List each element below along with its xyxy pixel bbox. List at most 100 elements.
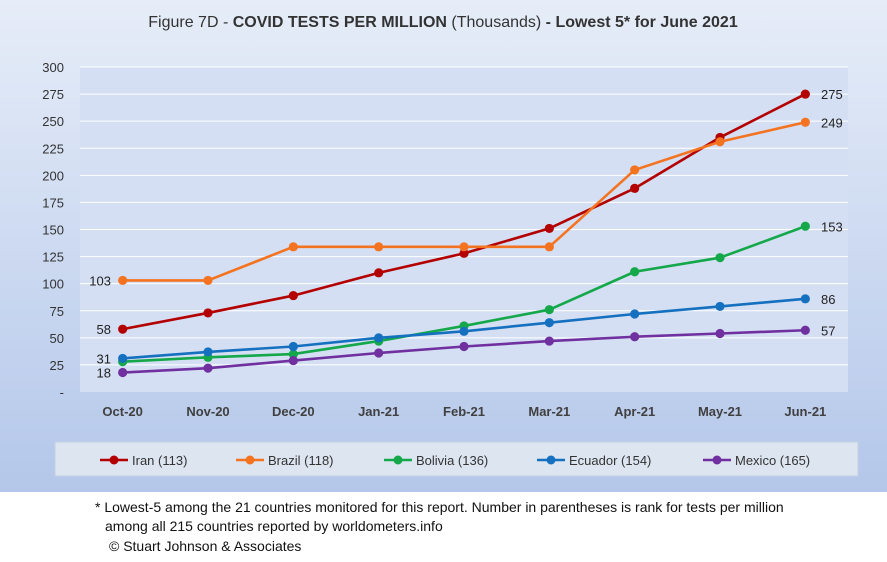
series-lines xyxy=(118,89,810,378)
data-point xyxy=(288,242,298,252)
start-value-label: 31 xyxy=(97,351,111,366)
y-tick-label: 250 xyxy=(42,114,64,129)
legend-entry: Bolivia (136) xyxy=(384,453,488,468)
data-point xyxy=(374,348,384,358)
end-value-label: 275 xyxy=(821,87,843,102)
chart-title: Figure 7D - COVID TESTS PER MILLION (Tho… xyxy=(148,14,738,31)
data-point xyxy=(800,325,810,335)
y-tick-label: 300 xyxy=(42,60,64,75)
x-tick-label: Dec-20 xyxy=(272,404,315,419)
data-point xyxy=(288,290,298,301)
legend-label: Ecuador (154) xyxy=(569,453,651,468)
data-point xyxy=(459,326,469,336)
end-value-label: 86 xyxy=(821,292,835,307)
data-point xyxy=(630,183,640,193)
data-point xyxy=(715,328,725,339)
legend-swatch-marker xyxy=(393,455,403,465)
data-point xyxy=(715,137,725,147)
data-point xyxy=(800,117,810,127)
x-tick-label: Oct-20 xyxy=(102,404,142,419)
series-brazil xyxy=(118,117,810,286)
data-point xyxy=(630,165,640,175)
legend-swatch-marker xyxy=(245,455,255,465)
data-point xyxy=(288,349,298,359)
legend-swatch-marker xyxy=(712,455,722,465)
start-value-label: 103 xyxy=(89,273,111,288)
data-point xyxy=(118,353,128,364)
data-point xyxy=(800,221,810,231)
end-value-label: 153 xyxy=(821,219,843,234)
y-tick-label: - xyxy=(60,385,64,400)
y-tick-label: 25 xyxy=(50,358,64,373)
legend: Iran (113) Brazil (118) Bolivia (136) Ecuad… xyxy=(100,453,810,468)
data-point xyxy=(800,294,810,304)
data-point xyxy=(374,333,384,343)
y-tick-label: 125 xyxy=(42,250,64,265)
data-point xyxy=(288,341,298,352)
footnote: * Lowest-5 among the 21 countries monito… xyxy=(0,492,887,562)
y-tick-label: 225 xyxy=(42,141,64,156)
y-tick-label: 100 xyxy=(42,277,64,292)
data-point xyxy=(544,242,554,252)
footnote-line-1: * Lowest-5 among the 21 countries monito… xyxy=(95,499,784,515)
x-tick-label: Jun-21 xyxy=(784,404,826,419)
x-tick-label: Jan-21 xyxy=(358,404,399,419)
x-tick-label: May-21 xyxy=(698,404,742,419)
data-point xyxy=(459,341,469,352)
data-point xyxy=(544,336,554,346)
legend-swatch-marker xyxy=(109,455,119,465)
legend-entry: Ecuador (154) xyxy=(537,453,651,468)
data-point xyxy=(374,242,384,252)
legend-label: Brazil (118) xyxy=(268,453,334,468)
legend-entry: Mexico (165) xyxy=(703,453,810,468)
line-chart: Figure 7D - COVID TESTS PER MILLION (Tho… xyxy=(0,0,887,492)
start-value-label: 18 xyxy=(97,366,111,381)
footnote-line-2: among all 215 countries reported by worl… xyxy=(105,518,443,534)
title-main: COVID TESTS PER MILLION xyxy=(233,14,447,31)
title-unit: (Thousands) xyxy=(447,14,541,31)
data-point xyxy=(459,242,469,252)
data-point xyxy=(544,318,554,328)
title-suffix: - Lowest 5* for June 2021 xyxy=(541,14,738,31)
y-tick-label: 150 xyxy=(42,223,64,238)
series-mexico xyxy=(118,325,810,378)
data-point xyxy=(118,324,128,334)
data-point xyxy=(118,367,128,378)
data-labels: 58 275 103 249 153 31 86 18 57 xyxy=(89,87,842,380)
footnote-line-3: © Stuart Johnson & Associates xyxy=(109,538,302,554)
data-point xyxy=(800,89,810,99)
x-tick-label: Mar-21 xyxy=(528,404,570,419)
legend-label: Mexico (165) xyxy=(735,453,810,468)
data-point xyxy=(459,248,469,258)
start-value-label: 58 xyxy=(97,322,111,337)
x-tick-label: Apr-21 xyxy=(614,404,655,419)
series-ecuador xyxy=(118,294,810,364)
y-tick-label: 50 xyxy=(50,331,64,346)
y-axis: 300 275 250 225 200 175 150 125 100 75 50 25 - xyxy=(42,60,64,400)
data-point xyxy=(630,332,640,342)
data-point xyxy=(374,268,384,278)
title-prefix: Figure 7D - xyxy=(148,14,232,31)
data-point xyxy=(715,301,725,312)
legend-label: Iran (113) xyxy=(132,453,187,468)
data-point xyxy=(203,347,213,357)
legend-swatch-marker xyxy=(546,455,556,465)
y-tick-label: 200 xyxy=(42,168,64,183)
legend-entry: Brazil (118) xyxy=(236,453,334,468)
y-tick-label: 75 xyxy=(50,304,64,319)
data-point xyxy=(630,267,640,277)
x-tick-label: Feb-21 xyxy=(443,404,485,419)
data-point xyxy=(544,305,554,315)
end-value-label: 249 xyxy=(821,115,843,130)
data-point xyxy=(630,309,640,319)
data-point xyxy=(203,308,213,318)
series-iran xyxy=(118,89,810,334)
data-point xyxy=(203,275,213,286)
end-value-label: 57 xyxy=(821,323,835,338)
data-point xyxy=(288,355,298,366)
data-point xyxy=(203,363,213,373)
x-tick-label: Nov-20 xyxy=(186,404,229,419)
y-tick-label: 175 xyxy=(42,195,64,210)
data-point xyxy=(544,223,554,234)
